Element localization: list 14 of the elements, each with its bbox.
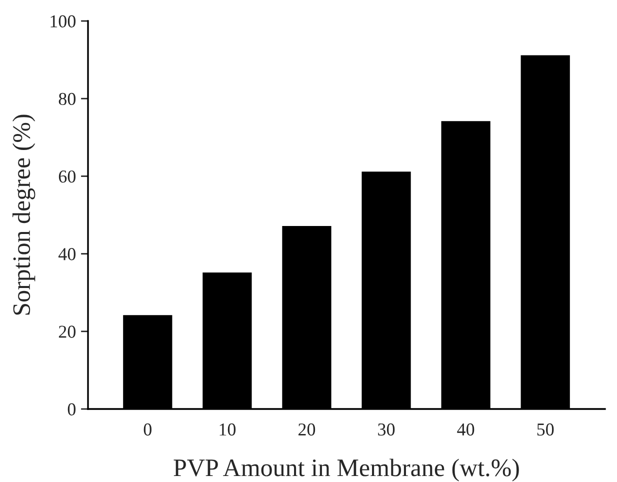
y-tick-label: 40 <box>58 248 76 260</box>
x-axis-title: PVP Amount in Membrane (wt.%) <box>174 458 519 482</box>
y-tick-label: 80 <box>58 92 76 106</box>
y-tick-label: 0 <box>68 403 76 416</box>
y-tick-label: 20 <box>58 326 76 338</box>
x-tick-label: 20 <box>298 423 316 436</box>
x-tick-label: 40 <box>457 423 474 436</box>
y-tick-label: 60 <box>58 170 76 183</box>
y-tick-label: 100 <box>50 15 76 28</box>
x-tick-label: 50 <box>537 423 554 436</box>
y-axis-title: Sorption degree (%) <box>12 114 36 315</box>
x-tick-label: 0 <box>144 423 152 436</box>
x-tick-label: 10 <box>220 423 236 436</box>
x-tick-label: 30 <box>378 423 395 436</box>
